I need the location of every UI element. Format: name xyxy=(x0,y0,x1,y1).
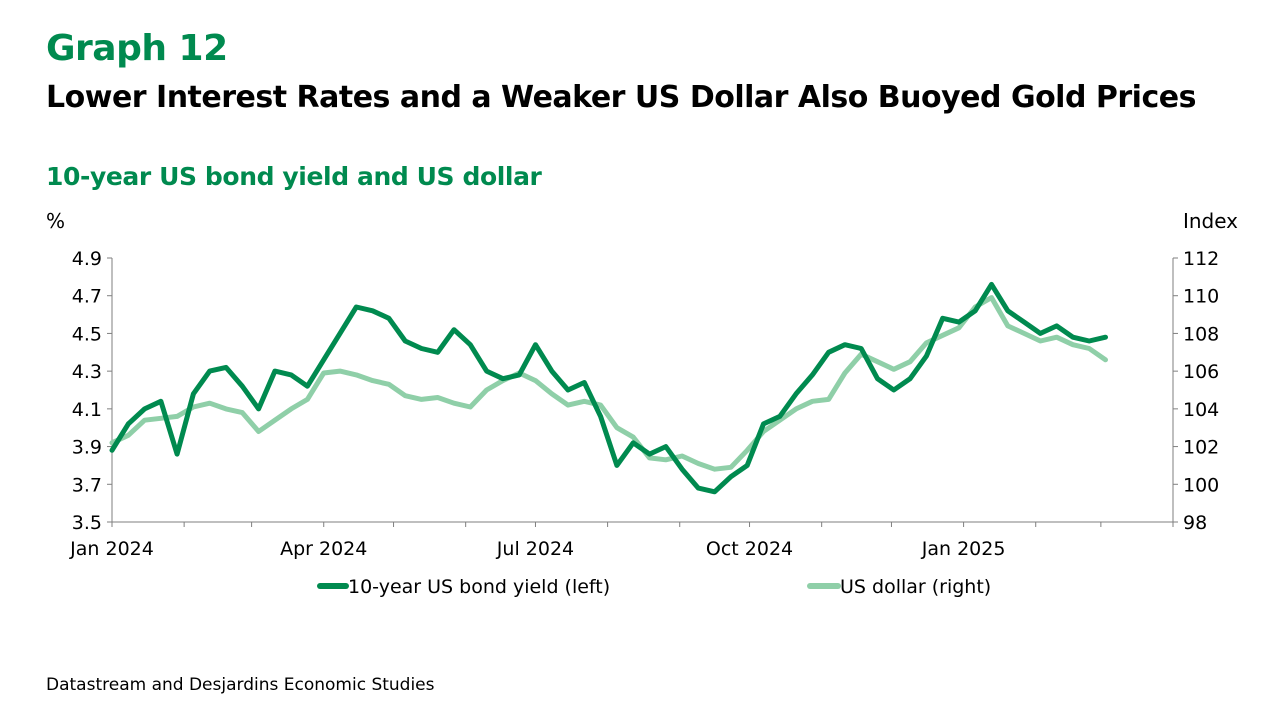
source-note: Datastream and Desjardins Economic Studi… xyxy=(46,675,435,695)
axes: 4.9 4.7 4.5 4.3 4.1 3.9 3.7 3.5 112 110 108 106 104 1… xyxy=(69,248,1219,560)
graph-number: Graph 12 xyxy=(46,28,228,69)
us-dollar-line xyxy=(109,295,1108,472)
right-tick-label: 98 xyxy=(1183,512,1207,534)
right-tick-label: 100 xyxy=(1183,474,1219,496)
left-tick-label: 4.9 xyxy=(72,248,102,270)
left-tick-label: 3.7 xyxy=(72,474,102,496)
legend-label: 10-year US bond yield (left) xyxy=(348,576,610,598)
legend-label: US dollar (right) xyxy=(840,576,991,598)
left-axis-label: % xyxy=(46,209,65,233)
right-tick-label: 108 xyxy=(1183,323,1219,345)
left-tick-label: 4.3 xyxy=(72,361,102,383)
bond-yield-line xyxy=(109,281,1108,495)
right-tick-label: 110 xyxy=(1183,286,1219,308)
x-tick-label: Jan 2025 xyxy=(921,538,1006,560)
legend-item-us-dollar: US dollar (right) xyxy=(807,576,991,598)
right-tick-label: 106 xyxy=(1183,361,1219,383)
left-tick-label: 3.5 xyxy=(72,512,102,534)
legend-item-bond-yield: 10-year US bond yield (left) xyxy=(317,576,610,598)
x-tick-label: Oct 2024 xyxy=(706,538,793,560)
right-tick-label: 112 xyxy=(1183,248,1219,270)
chart-subtitle: 10-year US bond yield and US dollar xyxy=(46,162,542,191)
x-tick-label: Apr 2024 xyxy=(280,538,367,560)
page-title: Lower Interest Rates and a Weaker US Dol… xyxy=(46,80,1196,115)
left-tick-label: 4.7 xyxy=(72,286,102,308)
right-tick-label: 104 xyxy=(1183,399,1219,421)
left-tick-label: 3.9 xyxy=(72,437,102,459)
right-axis-label: Index xyxy=(1183,209,1238,233)
left-tick-label: 4.1 xyxy=(72,399,102,421)
legend: 10-year US bond yield (left) US dollar (r… xyxy=(317,576,991,598)
left-tick-label: 4.5 xyxy=(72,323,102,345)
right-tick-label: 102 xyxy=(1183,437,1219,459)
x-tick-label: Jan 2024 xyxy=(69,538,154,560)
series-lines xyxy=(109,281,1108,495)
x-tick-label: Jul 2024 xyxy=(496,538,574,560)
